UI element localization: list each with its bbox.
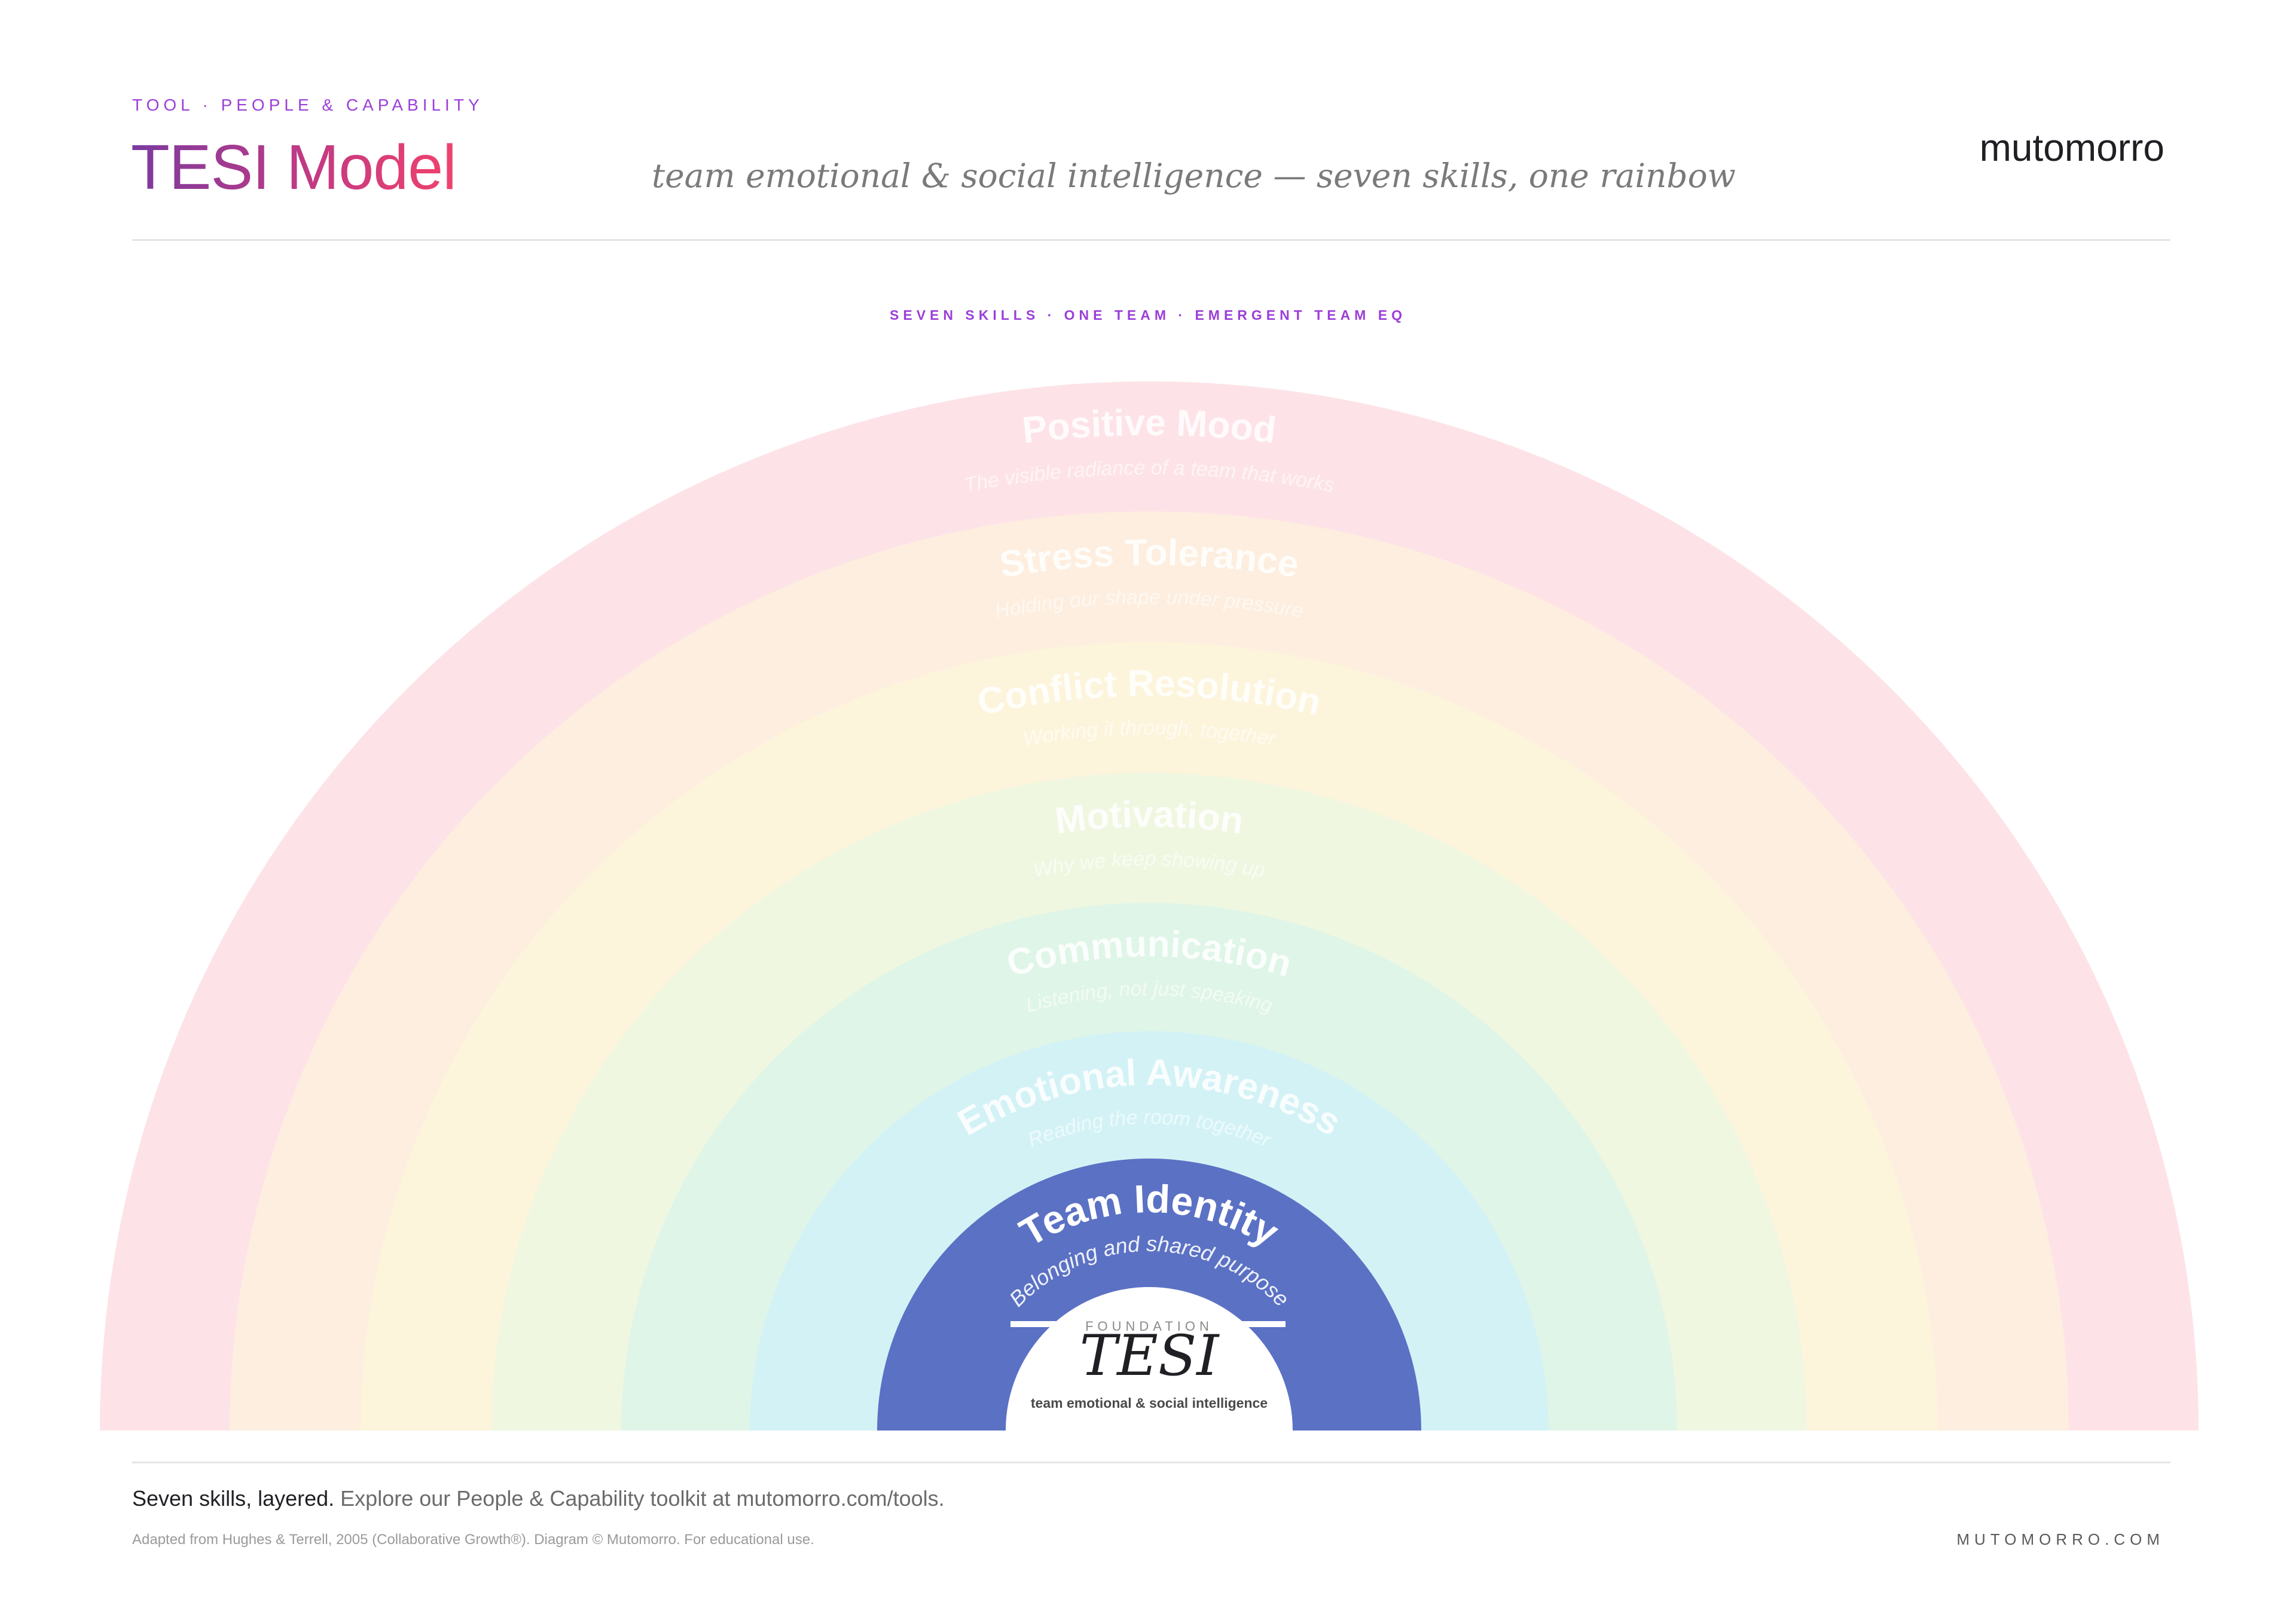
rainbow-bands <box>100 381 2199 1431</box>
center-caption: team emotional & social intelligence <box>1031 1395 1268 1411</box>
diagram-caption: SEVEN SKILLS · ONE TEAM · EMERGENT TEAM … <box>890 307 1406 323</box>
page-title: TESI Model <box>131 129 457 206</box>
footer-line: Seven skills, layered. Explore our Peopl… <box>132 1486 945 1511</box>
band-title-motivation: Motivation <box>1053 794 1246 842</box>
center-kicker: FOUNDATION <box>1085 1319 1213 1334</box>
footer-site-link[interactable]: MUTOMORRO.COM <box>1956 1530 2164 1548</box>
eyebrow-label: TOOL · PEOPLE & CAPABILITY <box>132 96 484 114</box>
brand-logo[interactable]: mutomorro <box>1979 126 2164 169</box>
footer-text[interactable]: Explore our People & Capability toolkit … <box>340 1486 945 1511</box>
center-title: TESI <box>1080 1324 1220 1389</box>
footer-credit: Adapted from Hughes & Terrell, 2005 (Col… <box>132 1532 814 1548</box>
foundation-center: FOUNDATION TESI team emotional & social … <box>1010 1319 1286 1411</box>
divider-bottom <box>132 1462 2170 1463</box>
divider-top <box>132 239 2170 241</box>
footer-lead: Seven skills, layered. <box>132 1486 335 1511</box>
page-subtitle: team emotional & social intelligence — s… <box>652 157 1736 195</box>
band-title-positive-mood: Positive Mood <box>1020 402 1278 451</box>
page-header: TOOL · PEOPLE & CAPABILITY TESI Model te… <box>0 0 2296 245</box>
